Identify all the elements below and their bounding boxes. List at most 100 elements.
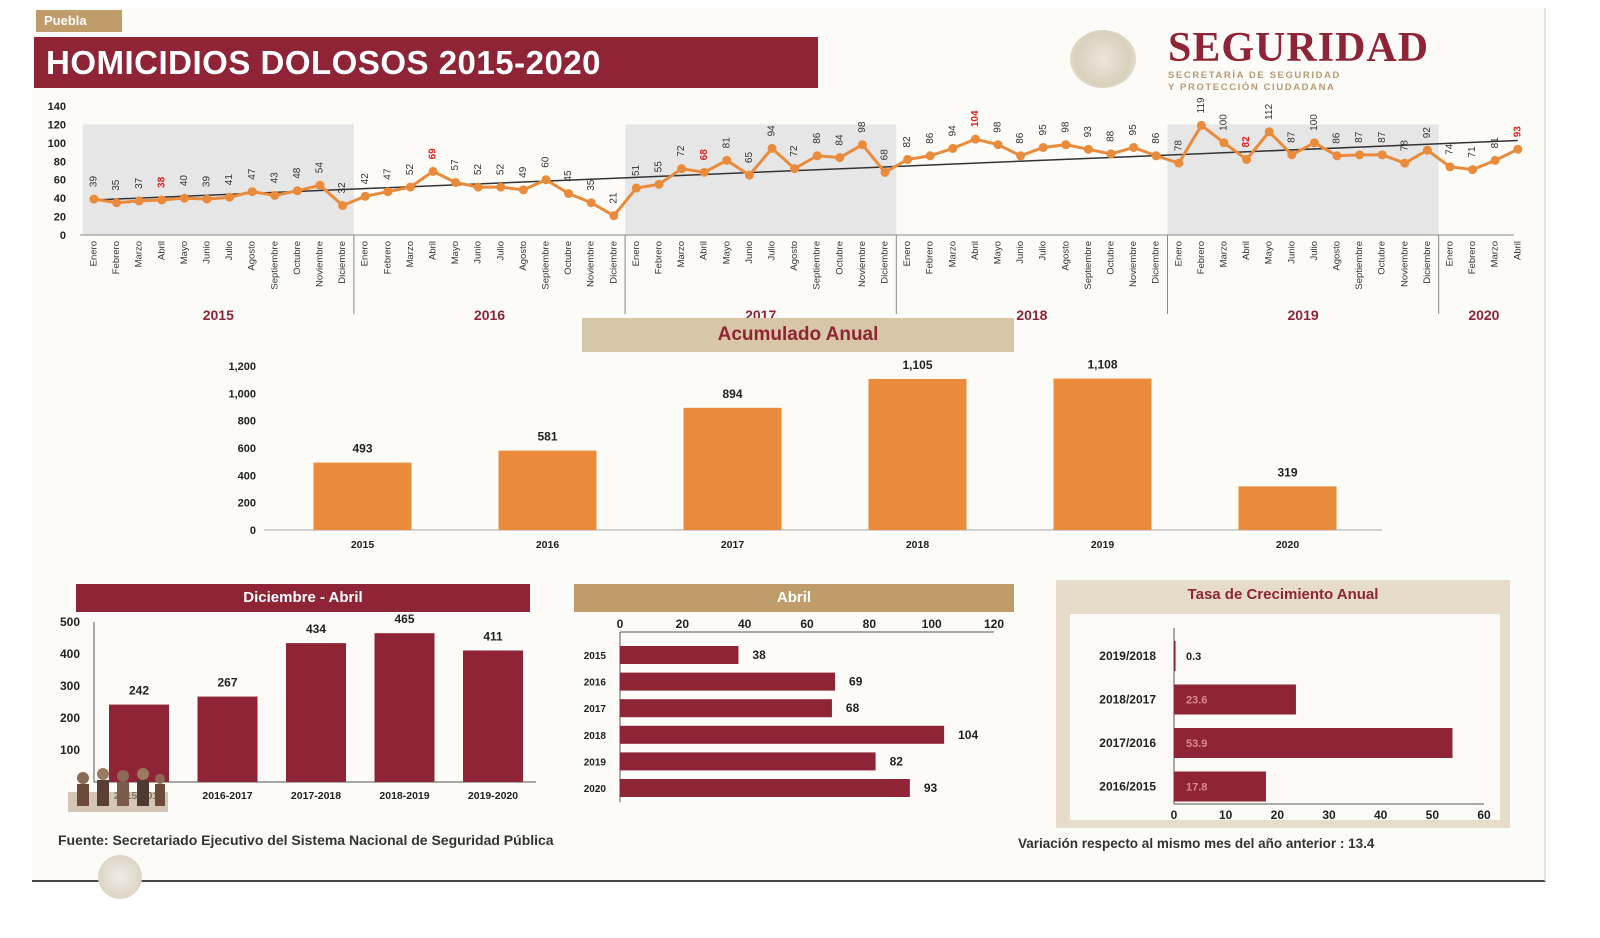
y-tick-label: 100 xyxy=(48,138,66,150)
y-tick-label: 800 xyxy=(238,416,256,428)
bar-value-label: 434 xyxy=(306,622,326,636)
category-label: 2019 xyxy=(1091,539,1115,551)
month-label: Febrero xyxy=(1196,241,1207,274)
y-tick-label: 600 xyxy=(238,443,256,455)
december-april-bar-chart: 1002003004005002422015-20162672016-20174… xyxy=(60,614,536,802)
bar-value-label: 581 xyxy=(537,430,557,444)
april-horizontal-bar-chart: 0 20 40 60 80 100 120 2015 38 2016 69 2017 68 2018 104… xyxy=(584,617,1004,802)
y-tick-label: 200 xyxy=(60,711,80,725)
data-point xyxy=(948,143,958,153)
data-point xyxy=(202,194,212,204)
data-label: 93 xyxy=(1083,126,1094,138)
data-label: 104 xyxy=(970,110,981,127)
data-label: 42 xyxy=(360,173,371,185)
bar xyxy=(620,752,876,771)
month-label: Noviembre xyxy=(857,241,868,287)
x-tick-label: 100 xyxy=(922,617,942,631)
month-label: Diciembre xyxy=(1151,241,1162,284)
year-band xyxy=(625,124,897,235)
month-label: Enero xyxy=(1173,241,1184,266)
data-point xyxy=(1016,151,1026,161)
brand-block: SEGURIDAD SECRETARÍA DE SEGURIDAD Y PROT… xyxy=(1168,26,1548,94)
national-seal-icon xyxy=(1070,30,1136,88)
year-band xyxy=(82,124,354,235)
year-band xyxy=(1167,124,1439,235)
bar-value-label: 38 xyxy=(752,648,766,662)
data-point xyxy=(405,182,415,192)
data-point xyxy=(1513,144,1523,154)
month-label: Noviembre xyxy=(586,241,597,287)
data-label: 72 xyxy=(676,145,687,157)
y-tick-label: 500 xyxy=(60,615,80,629)
data-point xyxy=(1445,162,1455,172)
data-label: 81 xyxy=(1490,137,1501,149)
data-point xyxy=(1038,142,1048,152)
x-tick-label: 120 xyxy=(984,617,1004,631)
x-tick-label: 60 xyxy=(800,617,814,631)
month-label: Enero xyxy=(89,241,100,266)
month-label: Julio xyxy=(1038,241,1049,261)
data-point xyxy=(1196,120,1206,130)
bar-value-label: 493 xyxy=(352,442,372,456)
category-label: 2015 xyxy=(351,539,375,551)
month-label: Mayo xyxy=(721,241,732,264)
month-label: Marzo xyxy=(1219,241,1230,267)
month-label: Junio xyxy=(473,241,484,264)
data-label: 40 xyxy=(179,175,190,187)
data-point xyxy=(970,134,980,144)
data-label: 92 xyxy=(1422,127,1433,139)
data-point xyxy=(1468,165,1478,175)
x-tick-label: 30 xyxy=(1322,808,1336,822)
y-tick-label: 0 xyxy=(250,525,256,537)
month-label: Mayo xyxy=(993,241,1004,264)
data-label: 39 xyxy=(89,176,100,188)
acumulado-anual-header: Acumulado Anual xyxy=(582,318,1014,352)
bar xyxy=(1238,486,1337,530)
month-label: Marzo xyxy=(676,241,687,267)
data-label: 48 xyxy=(292,167,303,179)
month-label: Mayo xyxy=(450,241,461,264)
month-label: Marzo xyxy=(947,241,958,267)
bar-value-label: 104 xyxy=(958,728,978,742)
year-label: 2016 xyxy=(474,307,505,323)
data-label: 87 xyxy=(1354,131,1365,143)
data-point xyxy=(179,193,189,203)
data-point xyxy=(1264,127,1274,137)
bar-value-label: 319 xyxy=(1277,465,1297,479)
state-tag: Puebla xyxy=(36,10,122,32)
data-label: 37 xyxy=(134,177,145,189)
y-tick-label: 40 xyxy=(54,193,66,205)
data-label: 39 xyxy=(202,176,213,188)
month-label: Enero xyxy=(1445,241,1456,266)
category-label: 2016/2015 xyxy=(1099,780,1156,794)
data-point xyxy=(880,167,890,177)
category-label: 2018 xyxy=(584,731,607,742)
bar-value-label: 1,108 xyxy=(1087,358,1117,372)
month-label: Septiembre xyxy=(1354,241,1365,290)
bar-value-label: 894 xyxy=(722,387,742,401)
data-point xyxy=(609,211,619,221)
data-label: 88 xyxy=(1106,130,1117,142)
month-label: Junio xyxy=(202,241,213,264)
data-label: 94 xyxy=(947,125,958,137)
data-label: 41 xyxy=(224,174,235,186)
bottom-seal-icon xyxy=(98,855,142,899)
category-label: 2016 xyxy=(536,539,560,551)
data-point xyxy=(1106,149,1116,159)
data-label: 51 xyxy=(631,164,642,176)
growth-horizontal-bar-chart: 0 10 20 30 40 50 60 2019/2018 0.3 2018/2017 23.6 20… xyxy=(1070,614,1500,822)
month-label: Diciembre xyxy=(337,241,348,284)
data-point xyxy=(699,167,709,177)
month-label: Noviembre xyxy=(1399,241,1410,287)
data-label: 100 xyxy=(1309,114,1320,131)
data-point xyxy=(835,153,845,163)
data-point xyxy=(654,179,664,189)
data-label: 43 xyxy=(269,172,280,184)
month-label: Marzo xyxy=(134,241,145,267)
data-label: 119 xyxy=(1196,97,1207,113)
bar xyxy=(1174,771,1266,802)
data-point xyxy=(1400,158,1410,168)
data-label: 45 xyxy=(563,170,574,182)
month-label: Julio xyxy=(1309,241,1320,261)
year-label: 2020 xyxy=(1468,307,1499,323)
